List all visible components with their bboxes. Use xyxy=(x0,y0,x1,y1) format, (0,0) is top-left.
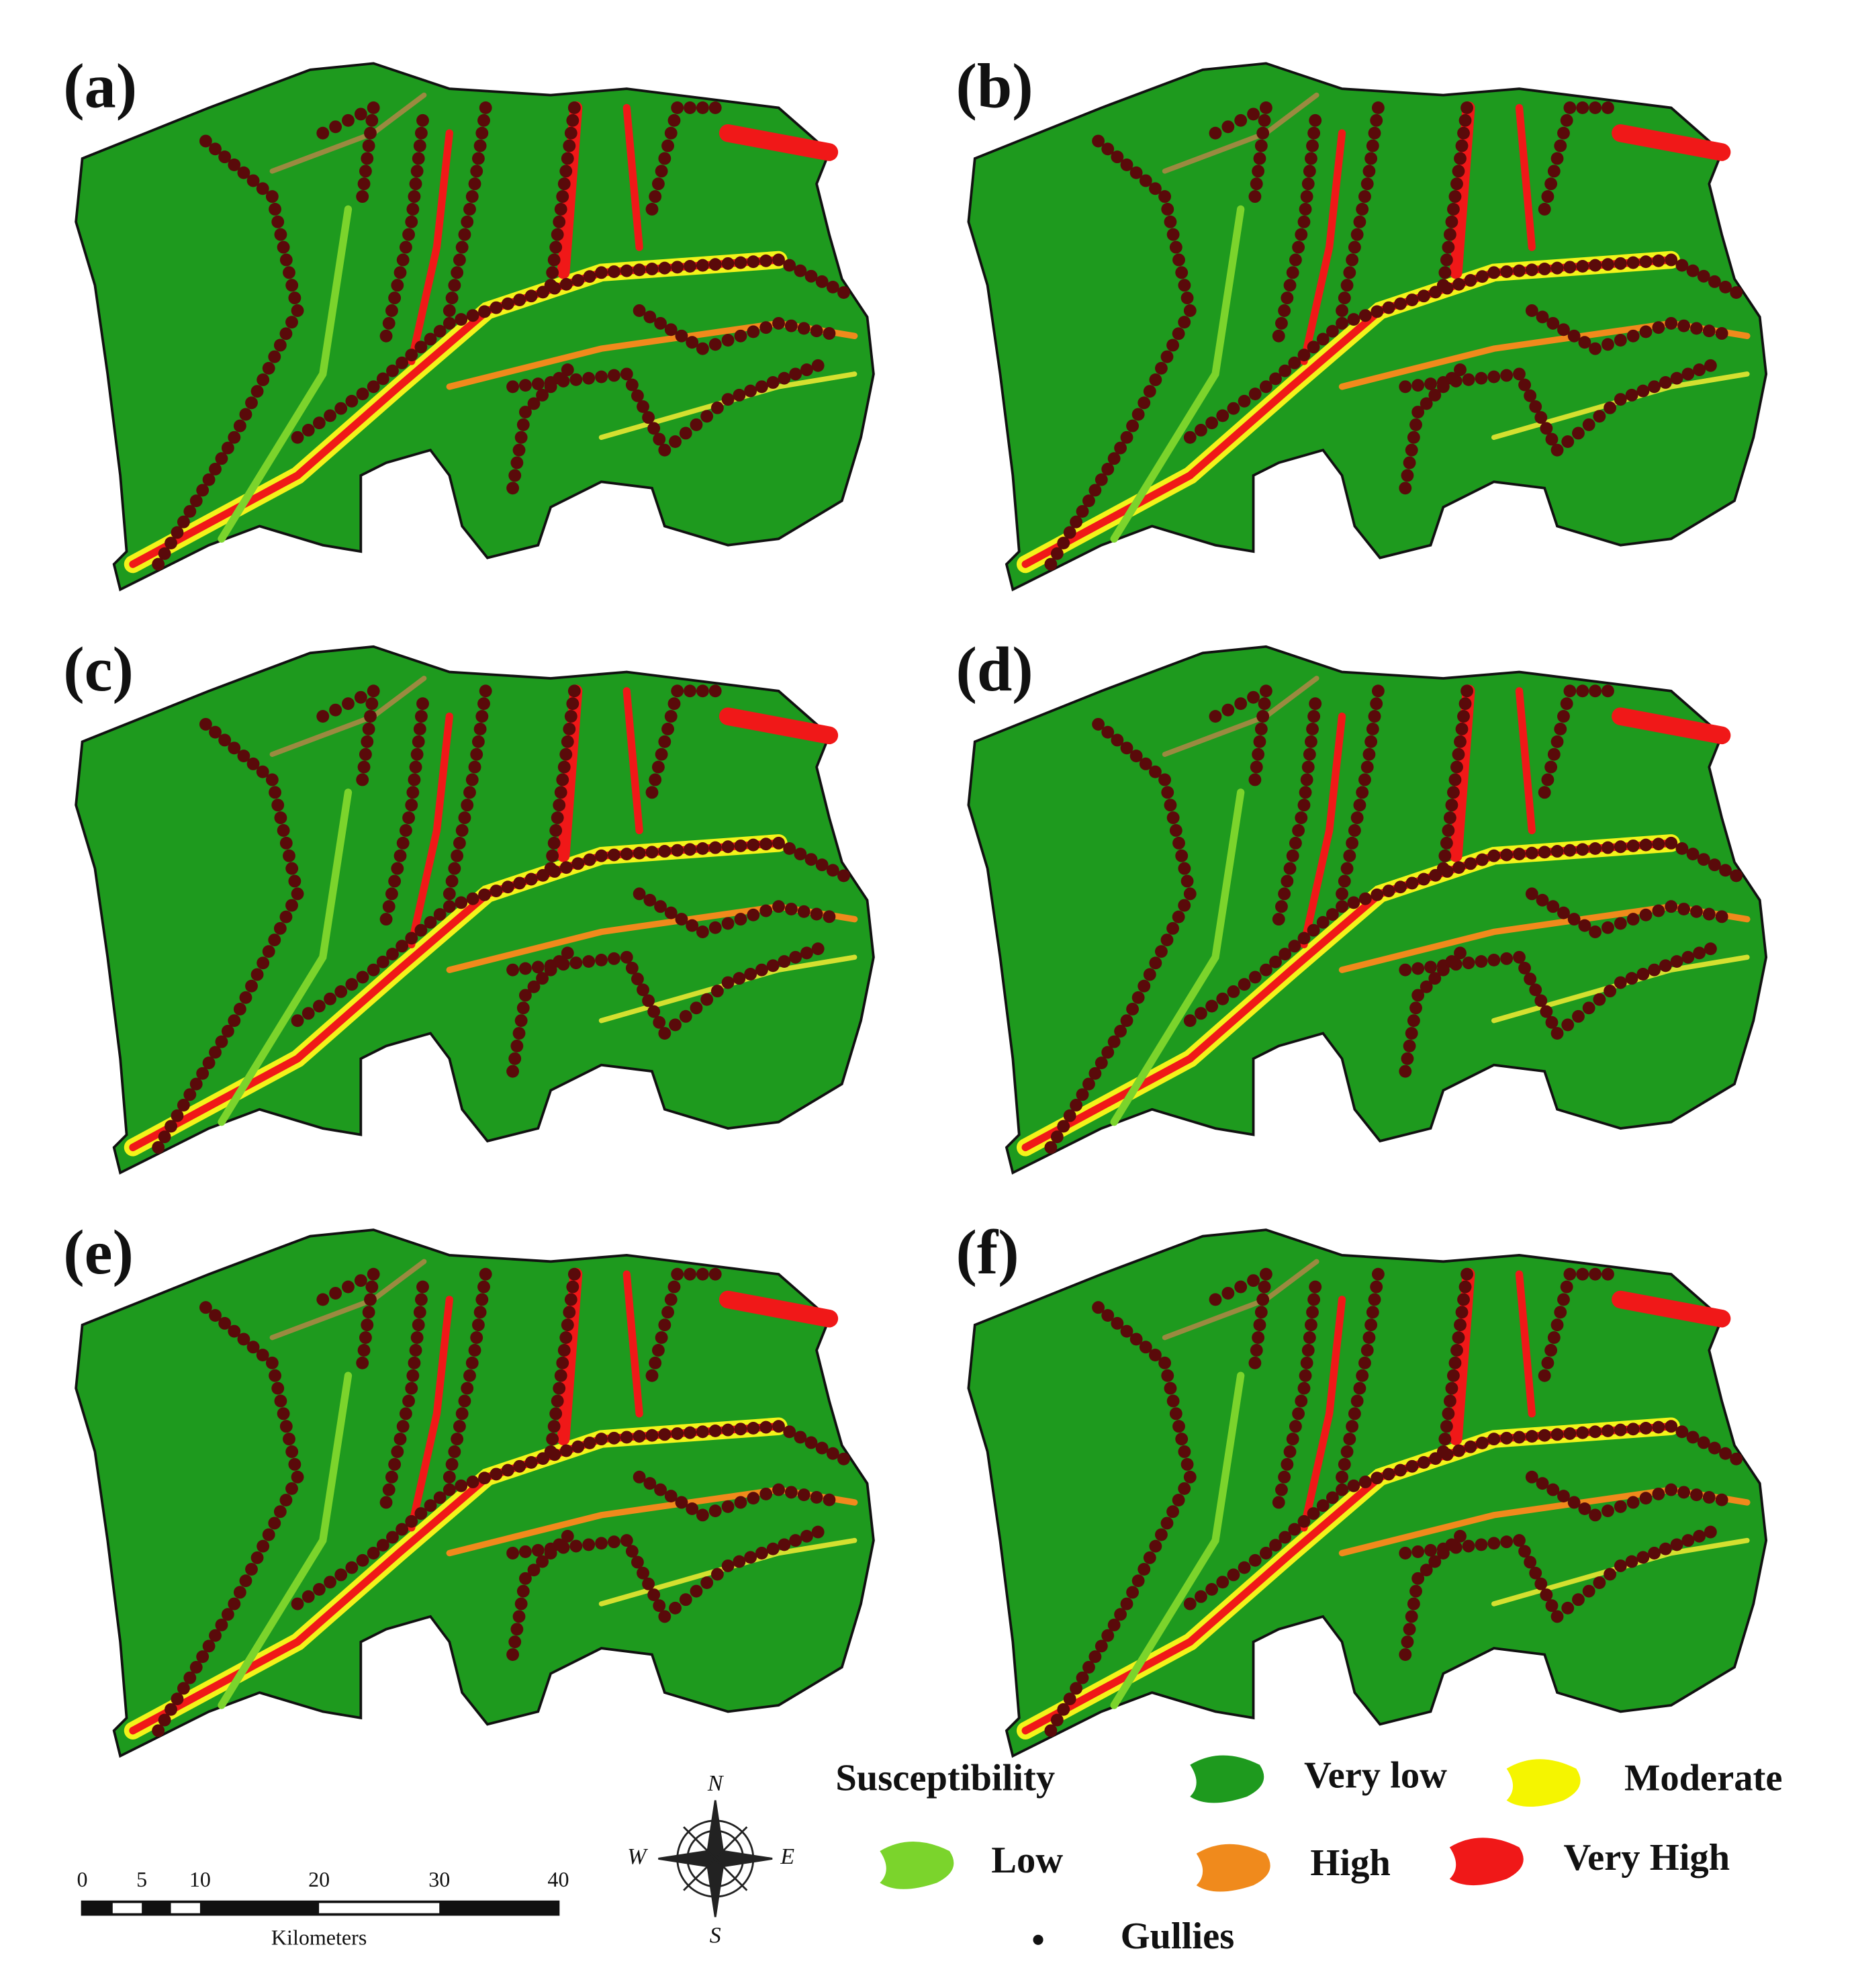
map xyxy=(76,63,874,589)
panels: (a) (b) (c) (d) (e) (f) xyxy=(63,51,1766,1756)
scale-block xyxy=(199,1901,320,1915)
map-panel: (f) xyxy=(956,1218,1766,1756)
scale-tick: 20 xyxy=(308,1867,330,1891)
legend-label: Very High xyxy=(1563,1837,1730,1879)
scale-block xyxy=(82,1901,113,1915)
legend-label: Moderate xyxy=(1624,1757,1782,1799)
icon-low xyxy=(880,1841,954,1889)
panel-label: (a) xyxy=(63,51,137,121)
legend-title: Susceptibility xyxy=(835,1757,1055,1799)
scale-tick: 5 xyxy=(136,1867,147,1891)
compass-rose xyxy=(658,1800,773,1917)
compass-s: S xyxy=(710,1923,721,1948)
map xyxy=(968,647,1766,1173)
panel-label: (c) xyxy=(63,635,134,705)
icon-high xyxy=(1196,1844,1270,1892)
scale-tick: 0 xyxy=(77,1867,88,1891)
scale-block xyxy=(142,1901,171,1915)
compass-e: E xyxy=(780,1844,794,1869)
legend-label: Very low xyxy=(1304,1754,1447,1796)
scale-unit: Kilometers xyxy=(271,1926,367,1950)
legend-label: Low xyxy=(991,1840,1063,1881)
scale-tick: 10 xyxy=(189,1867,211,1891)
map xyxy=(76,1230,874,1756)
map-panel: (a) xyxy=(63,51,874,589)
compass-n: N xyxy=(707,1771,725,1796)
map-panel: (e) xyxy=(63,1218,874,1756)
legend-label: High xyxy=(1310,1842,1390,1884)
map xyxy=(76,647,874,1173)
scale-bar xyxy=(81,1900,560,1916)
panel-label: (d) xyxy=(956,635,1033,705)
icon-very-high xyxy=(1449,1838,1524,1886)
panel-label: (b) xyxy=(956,51,1033,121)
icon-very-low xyxy=(1190,1755,1264,1803)
map-panel: (d) xyxy=(956,635,1766,1173)
legend-icons xyxy=(880,1755,1581,1945)
scale-block xyxy=(439,1901,559,1915)
map xyxy=(968,63,1766,589)
scale-tick: 40 xyxy=(547,1867,569,1891)
map-panel: (c) xyxy=(63,635,874,1173)
map-panel: (b) xyxy=(956,51,1766,589)
icon-gullies xyxy=(1033,1934,1043,1945)
panel-label: (e) xyxy=(63,1218,134,1287)
panel-label: (f) xyxy=(956,1218,1019,1287)
map xyxy=(968,1230,1766,1756)
compass-w: W xyxy=(627,1844,648,1869)
icon-moderate xyxy=(1506,1759,1581,1807)
legend-label: Gullies xyxy=(1121,1915,1235,1957)
scale-tick: 30 xyxy=(428,1867,450,1891)
